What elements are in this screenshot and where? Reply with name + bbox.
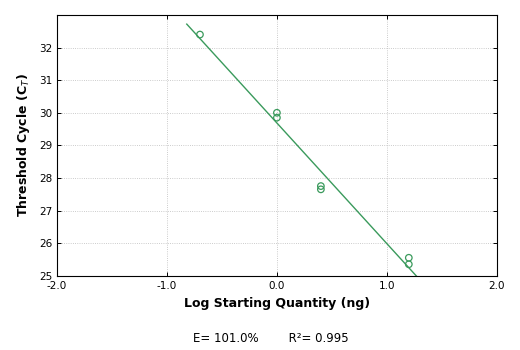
Point bbox=[405, 255, 413, 260]
Point bbox=[273, 110, 281, 116]
Point bbox=[405, 261, 413, 267]
Point bbox=[317, 183, 325, 189]
Y-axis label: Threshold Cycle (C$_T$): Threshold Cycle (C$_T$) bbox=[15, 74, 32, 217]
Text: E= 101.0%        R²= 0.995: E= 101.0% R²= 0.995 bbox=[192, 332, 348, 345]
Point bbox=[196, 32, 204, 37]
X-axis label: Log Starting Quantity (ng): Log Starting Quantity (ng) bbox=[184, 298, 370, 310]
Point bbox=[273, 115, 281, 120]
Point bbox=[317, 187, 325, 192]
